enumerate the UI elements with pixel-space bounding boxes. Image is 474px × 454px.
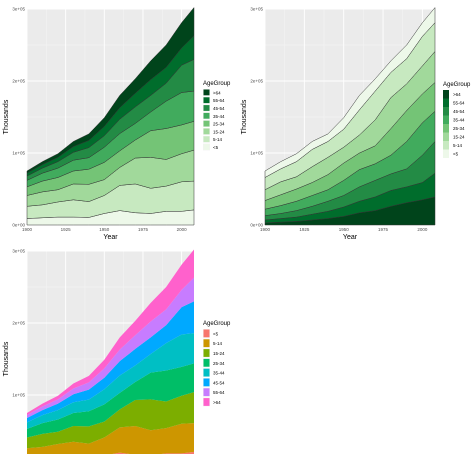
chart-panel-3: 1e+05 2e+05 3e+05 Thousands AgeGroup <5 5-14 15… [3, 249, 231, 454]
y-tick-label: 2e+05 [250, 79, 263, 84]
legend-key-lt5 [443, 149, 449, 158]
legend-key-35-44 [203, 368, 210, 377]
legend-key-55-64 [203, 388, 210, 397]
legend-key-25-34 [203, 120, 210, 127]
y-tick-label: 0e+00 [12, 223, 25, 228]
legend-key-lt5 [203, 329, 210, 338]
y-tick-label: 3e+05 [12, 249, 25, 254]
legend-key-gt64 [443, 90, 449, 99]
legend-key-35-44 [203, 112, 210, 119]
legend-key-15-24 [443, 132, 449, 141]
legend-label-5-14: 5-14 [213, 137, 223, 142]
legend-label-45-54: 45-54 [213, 380, 225, 385]
legend-key-45-54 [443, 107, 449, 116]
x-tick-label: 2000 [417, 227, 428, 232]
x-tick-label: 1925 [61, 227, 72, 232]
y-axis-title: Thousands [3, 99, 10, 134]
x-tick-label: 1925 [299, 227, 310, 232]
x-axis-title: Year [343, 234, 358, 241]
x-tick-label: 2000 [177, 227, 188, 232]
legend-key-lt5 [203, 144, 210, 150]
legend-key-5-14 [203, 339, 210, 348]
area-series-gt64 [26, 6, 195, 174]
legend-label-lt5: <5 [213, 145, 219, 150]
legend-key-55-64 [203, 97, 210, 104]
legend-key-gt64 [203, 89, 210, 96]
legend-label-45-54: 45-54 [453, 109, 465, 114]
legend-label-lt5: <5 [213, 331, 219, 336]
legend-key-25-34 [203, 358, 210, 367]
legend-label-5-14: 5-14 [453, 143, 463, 148]
legend-label-gt64: >64 [453, 92, 461, 97]
legend-label-25-34: 25-34 [213, 361, 225, 366]
x-tick-label: 1900 [22, 227, 33, 232]
legend-label-35-44: 35-44 [213, 371, 225, 376]
legend: AgeGroup <5 5-14 15-24 25-34 35-44 45-54 55-64 >… [203, 321, 231, 407]
x-tick-label: 1900 [260, 227, 271, 232]
legend-key-15-24 [203, 349, 210, 357]
y-axis-title: Thousands [3, 341, 10, 376]
legend-key-5-14 [203, 136, 210, 143]
area-series-15-24 [27, 392, 194, 449]
legend-label-lt5: <5 [453, 151, 459, 156]
legend-label-35-44: 35-44 [453, 117, 465, 122]
legend-title: AgeGroup [203, 321, 231, 327]
chart-panel-2: 0e+00 1e+05 2e+05 3e+05 1900 1925 1950 1975 2000… [241, 6, 471, 242]
legend-title: AgeGroup [443, 82, 471, 88]
legend-key-35-44 [443, 115, 449, 124]
area-series-lt5 [112, 451, 194, 454]
legend-key-5-14 [443, 141, 449, 150]
legend-label-55-64: 55-64 [213, 98, 225, 103]
area-series-lt5 [264, 6, 436, 178]
legend-label-55-64: 55-64 [213, 390, 225, 395]
x-axis-title: Year [103, 234, 118, 241]
legend-key-45-54 [203, 105, 210, 111]
legend-key-15-24 [203, 128, 210, 135]
legend-label-5-14: 5-14 [213, 341, 223, 346]
legend-key-25-34 [443, 124, 449, 133]
y-axis-title: Thousands [241, 99, 248, 134]
legend-key-55-64 [443, 98, 449, 107]
legend-label-15-24: 15-24 [453, 134, 465, 139]
chart-panel-1: 0e+00 1e+05 2e+05 3e+05 1900 1925 1950 1975 2000… [3, 6, 231, 242]
y-tick-label: 1e+05 [250, 151, 263, 156]
y-tick-label: 3e+05 [250, 7, 263, 12]
x-tick-label: 1950 [99, 227, 110, 232]
legend-label-15-24: 15-24 [213, 129, 225, 134]
legend-label-45-54: 45-54 [213, 106, 225, 111]
legend-title: AgeGroup [203, 81, 231, 87]
area-series-25-34 [27, 363, 194, 438]
y-tick-label: 1e+05 [12, 393, 25, 398]
y-tick-label: 3e+05 [12, 7, 25, 12]
legend-label-25-34: 25-34 [213, 122, 225, 127]
x-tick-label: 1975 [378, 227, 389, 232]
legend-label-55-64: 55-64 [453, 100, 465, 105]
legend-label-15-24: 15-24 [213, 351, 225, 356]
x-tick-label: 1950 [339, 227, 350, 232]
y-tick-label: 1e+05 [12, 151, 25, 156]
legend-key-45-54 [203, 378, 210, 387]
y-tick-label: 2e+05 [12, 79, 25, 84]
area-series-35-44 [27, 333, 194, 429]
legend-label-gt64: >64 [213, 90, 221, 95]
y-tick-label: 0e+00 [250, 223, 263, 228]
y-tick-label: 2e+05 [12, 321, 25, 326]
x-tick-label: 1975 [138, 227, 149, 232]
legend-label-gt64: >64 [213, 400, 221, 405]
legend-label-35-44: 35-44 [213, 114, 225, 119]
legend-label-25-34: 25-34 [453, 126, 465, 131]
legend: AgeGroup >64 55-64 45-54 35-44 25-34 15-24 5-14… [443, 82, 471, 158]
area-series-5-14 [27, 423, 194, 454]
area-series-45-54 [27, 301, 194, 423]
legend: AgeGroup >64 55-64 45-54 35-44 25-34 15-24 5-14… [203, 81, 231, 151]
legend-key-gt64 [203, 398, 210, 406]
